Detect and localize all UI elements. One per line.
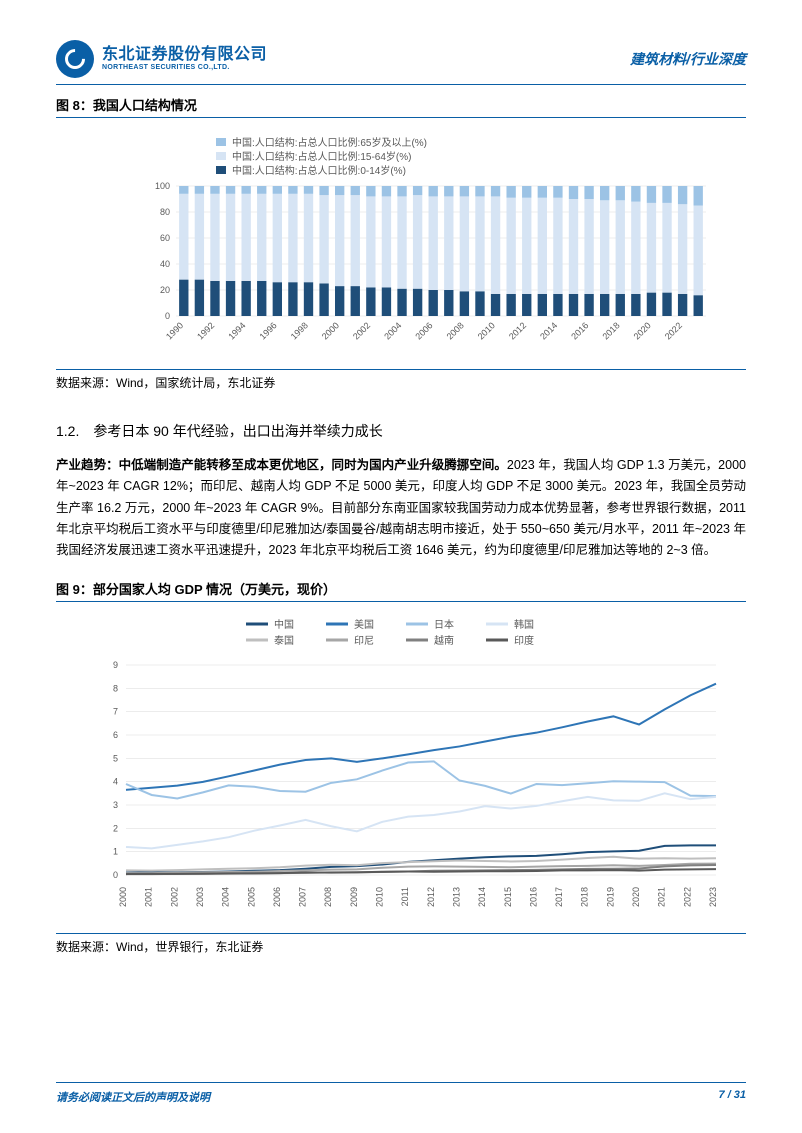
- paragraph-lead: 产业趋势：中低端制造产能转移至成本更优地区，同时为国内产业升级腾挪空间。: [56, 458, 507, 472]
- footer-disclaimer: 请务必阅读正文后的声明及说明: [56, 1089, 210, 1105]
- svg-text:2014: 2014: [538, 320, 559, 341]
- header-category: 建筑材料/行业深度: [630, 49, 746, 69]
- svg-text:中国:人口结构:占总人口比例:65岁及以上(%): 中国:人口结构:占总人口比例:65岁及以上(%): [232, 136, 427, 149]
- svg-text:2012: 2012: [507, 320, 528, 341]
- svg-text:0: 0: [165, 311, 170, 321]
- svg-text:2000: 2000: [320, 320, 341, 341]
- svg-text:2023: 2023: [708, 887, 718, 907]
- svg-text:中国:人口结构:占总人口比例:0-14岁(%): 中国:人口结构:占总人口比例:0-14岁(%): [232, 164, 406, 177]
- svg-text:80: 80: [160, 207, 170, 217]
- svg-text:9: 9: [113, 660, 118, 670]
- svg-text:4: 4: [113, 777, 118, 787]
- svg-text:2019: 2019: [605, 887, 615, 907]
- svg-text:2: 2: [113, 824, 118, 834]
- svg-text:2005: 2005: [246, 887, 256, 907]
- svg-text:2010: 2010: [476, 320, 497, 341]
- svg-text:2022: 2022: [682, 887, 692, 907]
- logo-text: 东北证券股份有限公司 NORTHEAST SECURITIES CO.,LTD.: [102, 46, 267, 71]
- svg-text:6: 6: [113, 730, 118, 740]
- svg-text:印度: 印度: [514, 634, 534, 647]
- company-logo-block: 东北证券股份有限公司 NORTHEAST SECURITIES CO.,LTD.: [56, 40, 267, 78]
- svg-text:0: 0: [113, 870, 118, 880]
- svg-text:1: 1: [113, 847, 118, 857]
- fig8-title: 图 8：我国人口结构情况: [56, 95, 746, 118]
- fig8-source: 数据来源：Wind，国家统计局，东北证券: [56, 369, 746, 391]
- svg-text:2017: 2017: [554, 887, 564, 907]
- svg-text:1990: 1990: [164, 320, 185, 341]
- svg-text:2018: 2018: [600, 320, 621, 341]
- svg-text:2021: 2021: [657, 887, 667, 907]
- svg-text:泰国: 泰国: [274, 634, 294, 647]
- svg-text:2007: 2007: [298, 887, 308, 907]
- svg-text:3: 3: [113, 800, 118, 810]
- fig9-svg: 中国 美国 日本 韩国泰国 印尼 越南 印度 0 1 2 3 4 5 6 7 8 9 2000 2001 2002 20…: [56, 610, 746, 920]
- svg-text:2006: 2006: [413, 320, 434, 341]
- svg-text:2001: 2001: [144, 887, 154, 907]
- svg-text:20: 20: [160, 285, 170, 295]
- svg-text:中国: 中国: [274, 618, 294, 631]
- svg-text:2016: 2016: [569, 320, 590, 341]
- section-1-2-heading: 1.2. 参考日本 90 年代经验，出口出海并举续力成长: [56, 421, 746, 441]
- footer-page: 7 / 31: [718, 1089, 746, 1105]
- svg-text:1998: 1998: [289, 320, 310, 341]
- svg-text:60: 60: [160, 233, 170, 243]
- fig9-chart: 中国 美国 日本 韩国泰国 印尼 越南 印度 0 1 2 3 4 5 6 7 8 9 2000 2001 2002 20…: [56, 610, 746, 925]
- page-header: 东北证券股份有限公司 NORTHEAST SECURITIES CO.,LTD.…: [56, 40, 746, 85]
- fig9-title: 图 9：部分国家人均 GDP 情况（万美元，现价）: [56, 579, 746, 602]
- paragraph-rest: 2023 年，我国人均 GDP 1.3 万美元，2000 年~2023 年 CA…: [56, 458, 746, 557]
- svg-text:中国:人口结构:占总人口比例:15-64岁(%): 中国:人口结构:占总人口比例:15-64岁(%): [232, 150, 411, 163]
- svg-text:2012: 2012: [426, 887, 436, 907]
- svg-text:2011: 2011: [400, 887, 410, 906]
- svg-text:1994: 1994: [226, 320, 247, 341]
- fig8-svg: 中国:人口结构:占总人口比例:65岁及以上(%)中国:人口结构:占总人口比例:1…: [56, 126, 746, 356]
- svg-text:2014: 2014: [477, 887, 487, 907]
- svg-text:韩国: 韩国: [514, 618, 534, 631]
- svg-text:2008: 2008: [323, 887, 333, 907]
- fig8-chart: 中国:人口结构:占总人口比例:65岁及以上(%)中国:人口结构:占总人口比例:1…: [56, 126, 746, 361]
- svg-text:2022: 2022: [663, 320, 684, 341]
- svg-text:2016: 2016: [528, 887, 538, 907]
- logo-en-text: NORTHEAST SECURITIES CO.,LTD.: [102, 64, 267, 72]
- svg-text:2009: 2009: [349, 887, 359, 907]
- svg-text:1996: 1996: [258, 320, 279, 341]
- svg-text:7: 7: [113, 707, 118, 717]
- svg-text:2000: 2000: [118, 887, 128, 907]
- svg-text:2002: 2002: [351, 320, 372, 341]
- svg-text:2004: 2004: [221, 887, 231, 907]
- svg-text:2006: 2006: [272, 887, 282, 907]
- svg-text:2002: 2002: [169, 887, 179, 907]
- logo-icon: [56, 40, 94, 78]
- svg-text:2008: 2008: [445, 320, 466, 341]
- page-footer: 请务必阅读正文后的声明及说明 7 / 31: [56, 1082, 746, 1105]
- svg-text:2018: 2018: [580, 887, 590, 907]
- svg-text:2010: 2010: [375, 887, 385, 907]
- svg-text:2003: 2003: [195, 887, 205, 907]
- svg-text:40: 40: [160, 259, 170, 269]
- svg-text:日本: 日本: [434, 618, 454, 631]
- svg-text:2015: 2015: [503, 887, 513, 907]
- svg-text:2020: 2020: [632, 320, 653, 341]
- svg-text:100: 100: [155, 181, 170, 191]
- svg-text:8: 8: [113, 684, 118, 694]
- svg-text:2004: 2004: [382, 320, 403, 341]
- svg-text:美国: 美国: [354, 618, 374, 631]
- svg-text:5: 5: [113, 754, 118, 764]
- section-1-2-paragraph: 产业趋势：中低端制造产能转移至成本更优地区，同时为国内产业升级腾挪空间。2023…: [56, 455, 746, 561]
- svg-text:2020: 2020: [631, 887, 641, 907]
- logo-cn-text: 东北证券股份有限公司: [102, 46, 267, 64]
- svg-text:越南: 越南: [434, 634, 454, 647]
- fig9-source: 数据来源：Wind，世界银行，东北证券: [56, 933, 746, 955]
- svg-text:1992: 1992: [195, 320, 216, 341]
- svg-text:2013: 2013: [451, 887, 461, 907]
- svg-text:印尼: 印尼: [354, 635, 374, 647]
